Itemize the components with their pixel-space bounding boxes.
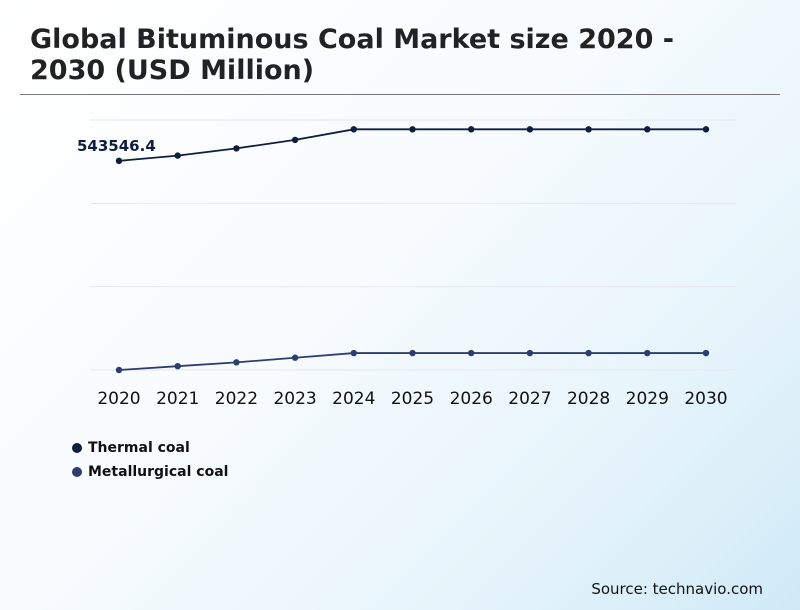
x-tick-label: 2029 — [626, 389, 669, 409]
x-tick-label: 2021 — [156, 389, 199, 409]
data-point-thermal-coal[interactable] — [233, 145, 240, 152]
grid-lines — [90, 119, 736, 371]
data-point-thermal-coal[interactable] — [115, 157, 123, 165]
chart-title: Global Bituminous Coal Market size 2020 … — [30, 24, 674, 86]
legend: Thermal coal Metallurgical coal — [72, 436, 228, 484]
data-point-thermal-coal[interactable] — [174, 152, 181, 159]
data-point-thermal-coal[interactable] — [350, 126, 357, 133]
x-tick-label: 2026 — [450, 389, 493, 409]
data-point-metallurgical-coal[interactable] — [350, 349, 357, 357]
x-tick-label: 2020 — [97, 389, 140, 409]
data-point-thermal-coal[interactable] — [468, 126, 475, 133]
source-credit: Source: technavio.com — [591, 580, 763, 598]
legend-marker-thermal-coal — [72, 443, 82, 453]
data-point-metallurgical-coal[interactable] — [291, 354, 299, 361]
data-point-metallurgical-coal[interactable] — [585, 349, 592, 357]
title-divider — [20, 94, 780, 95]
data-point-metallurgical-coal[interactable] — [644, 349, 651, 357]
data-point-metallurgical-coal[interactable] — [702, 349, 710, 357]
data-point-thermal-coal[interactable] — [526, 126, 534, 133]
data-point-thermal-coal[interactable] — [409, 126, 416, 133]
legend-marker-metallurgical-coal — [72, 467, 82, 477]
line-chart: 2020 2021 2022 2023 2024 2025 2026 2027 2028 2029… — [77, 119, 736, 409]
data-point-metallurgical-coal[interactable] — [233, 359, 240, 366]
legend-label-thermal-coal: Thermal coal — [88, 440, 190, 456]
data-point-metallurgical-coal[interactable] — [526, 349, 534, 357]
series-layer — [115, 126, 710, 374]
x-tick-label: 2023 — [273, 389, 316, 409]
x-tick-label: 2024 — [332, 389, 375, 409]
legend-item-metallurgical-coal[interactable]: Metallurgical coal — [72, 460, 228, 484]
data-point-thermal-coal[interactable] — [291, 136, 299, 144]
data-point-thermal-coal[interactable] — [702, 126, 710, 133]
x-tick-label: 2028 — [567, 389, 610, 409]
data-point-thermal-coal[interactable] — [585, 126, 592, 133]
data-point-metallurgical-coal[interactable] — [409, 349, 416, 357]
x-tick-label: 2030 — [684, 389, 727, 409]
series-line-thermal-coal — [118, 128, 706, 162]
x-tick-label: 2022 — [215, 389, 258, 409]
data-point-metallurgical-coal[interactable] — [468, 349, 475, 357]
x-tick-label: 2025 — [391, 389, 434, 409]
data-point-metallurgical-coal[interactable] — [115, 366, 123, 374]
labels-layer: 2020 2021 2022 2023 2024 2025 2026 2027 2028 2029… — [77, 137, 728, 409]
legend-item-thermal-coal[interactable]: Thermal coal — [72, 436, 228, 460]
data-point-thermal-coal[interactable] — [644, 126, 651, 133]
legend-label-metallurgical-coal: Metallurgical coal — [88, 464, 229, 480]
data-label: 543546.4 — [77, 137, 156, 155]
x-tick-label: 2027 — [508, 389, 551, 409]
data-point-metallurgical-coal[interactable] — [174, 362, 181, 370]
